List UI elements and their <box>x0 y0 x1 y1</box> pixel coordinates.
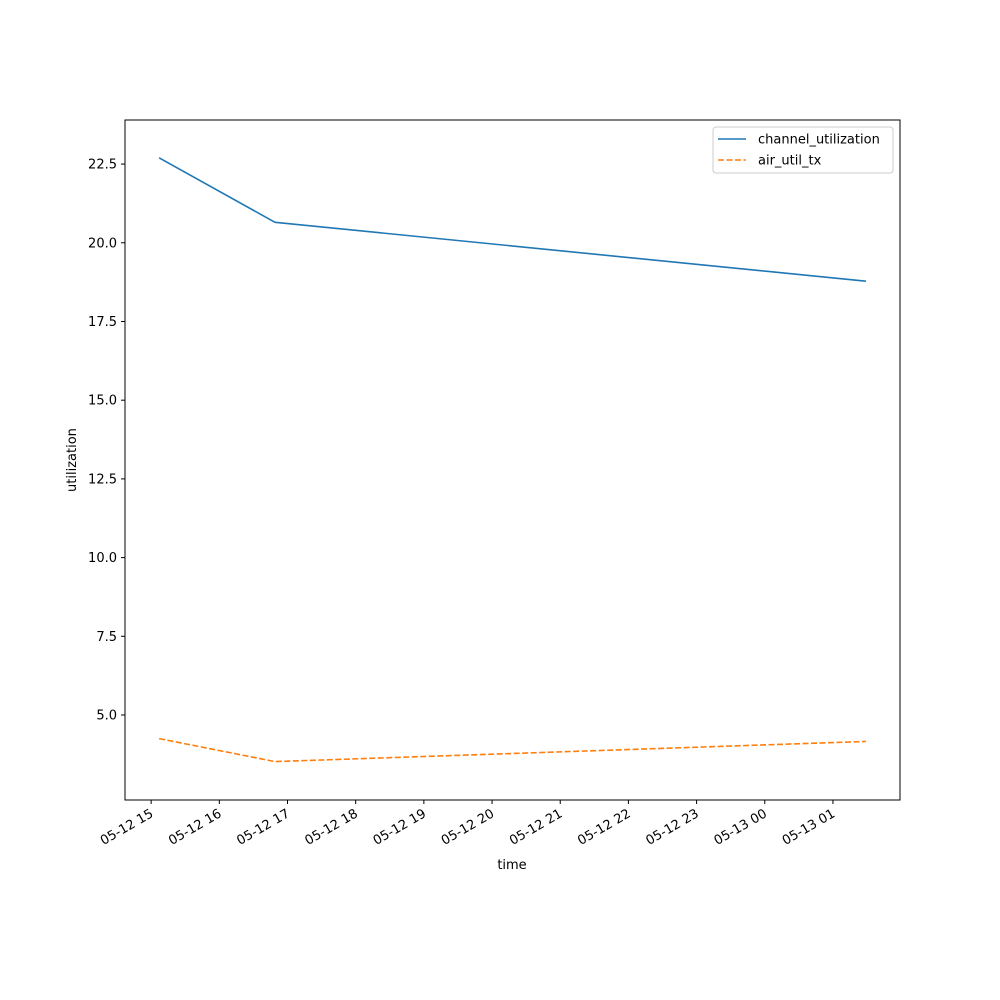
x-tick-label: 05-13 01 <box>780 806 838 848</box>
y-tick-label: 17.5 <box>88 315 117 330</box>
x-tick-label: 05-12 15 <box>98 806 156 848</box>
legend-label: channel_utilization <box>758 133 880 148</box>
legend-label: air_util_tx <box>758 154 822 169</box>
legend-box <box>712 126 894 174</box>
x-tick-label: 05-12 19 <box>371 806 429 848</box>
y-axis: 5.0 7.5 10.0 12.5 15.0 17.5 20.0 22.5 <box>88 158 125 724</box>
y-tick-label: 20.0 <box>88 236 117 251</box>
x-axis-label: time <box>497 858 526 873</box>
legend: channel_utilization air_util_tx <box>712 126 894 174</box>
y-tick-label: 10.0 <box>88 551 117 566</box>
series-layer <box>158 157 866 763</box>
x-tick-label: 05-12 20 <box>439 806 497 848</box>
y-tick-label: 7.5 <box>96 630 117 645</box>
y-axis-label: utilization <box>65 428 80 492</box>
x-tick-label: 05-12 23 <box>643 806 701 848</box>
plot-frame <box>124 119 901 801</box>
x-tick-label: 05-12 21 <box>507 806 565 848</box>
y-tick-label: 22.5 <box>88 158 117 173</box>
y-tick-label: 15.0 <box>88 394 117 409</box>
x-tick-label: 05-13 00 <box>712 806 770 848</box>
x-tick-label: 05-12 16 <box>166 806 224 848</box>
x-axis: 05-12 15 05-12 16 05-12 17 05-12 18 05-12 19… <box>98 800 838 849</box>
x-tick-label: 05-12 18 <box>303 806 361 848</box>
x-tick-label: 05-12 22 <box>575 806 633 848</box>
series-line-air-util-tx <box>158 737 866 763</box>
y-tick-label: 12.5 <box>88 472 117 487</box>
y-tick-label: 5.0 <box>96 709 117 724</box>
x-tick-label: 05-12 17 <box>234 806 292 848</box>
series-line-channel-utilization <box>158 157 866 282</box>
